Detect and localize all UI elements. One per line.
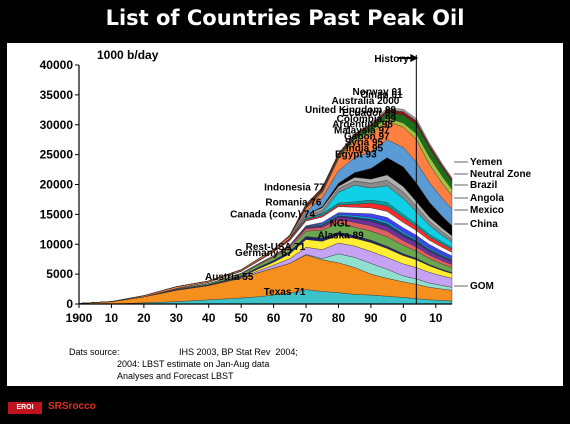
label-canada-conv-74: Canada (conv.) 74: [230, 209, 315, 220]
label-colombia-99: Colombia 99: [337, 114, 397, 125]
label-romania-76: Romania 76: [265, 197, 322, 208]
label-argentina-98: Argentina 98: [332, 120, 393, 131]
x-tick-label: 20: [137, 311, 151, 325]
source-line-3: Analyses and Forecast LBST: [117, 371, 234, 381]
y-tick-label: 25000: [40, 148, 74, 162]
eroi-logo: EROI: [8, 402, 42, 414]
label-texas-71: Texas 71: [264, 287, 306, 298]
label-germany-67: Germany 67: [235, 248, 293, 259]
label-united-kingdom-99: United Kingdom 99: [305, 105, 397, 116]
y-tick-label: 40000: [40, 58, 74, 72]
history-arrow-icon: [398, 54, 419, 62]
right-label-brazil: Brazil: [470, 180, 497, 191]
right-label-neutral-zone: Neutral Zone: [470, 169, 532, 180]
label-austria-55: Austria 55: [205, 272, 254, 283]
y-tick-label: 0: [66, 297, 73, 311]
x-tick-label: 80: [332, 311, 346, 325]
label-gabon-97: Gabon 97: [344, 132, 390, 143]
source-line-2: 2004: LBST estimate on Jan-Aug data: [117, 359, 270, 369]
x-tick-label: 30: [170, 311, 184, 325]
x-tick-label: 1900: [66, 311, 93, 325]
slide-title: List of Countries Past Peak Oil: [105, 6, 465, 30]
label-egypt-93: Egypt 93: [335, 150, 377, 161]
source-line-1: IHS 2003, BP Stat Rev 2004;: [179, 347, 298, 357]
y-tick-label: 30000: [40, 118, 74, 132]
right-label-gom: GOM: [470, 281, 494, 292]
x-tick-label: 70: [299, 311, 313, 325]
chart-panel: 0 5000 10000 15000 20000 25000 30000 35000 40000…: [7, 43, 563, 386]
label-ecuador-99: Ecuador 99: [342, 108, 396, 119]
x-tick-label: 10: [429, 311, 443, 325]
unit-label: 1000 b/day: [97, 48, 159, 62]
y-tick-label: 35000: [40, 88, 74, 102]
label-india-95: India 95: [346, 144, 384, 155]
label-australia-2000: Australia 2000: [332, 96, 400, 107]
right-label-mexico: Mexico: [470, 205, 504, 216]
label-alaska-89: Alaska 89: [318, 230, 365, 241]
y-tick-label: 20000: [40, 178, 74, 192]
label-syria-95: Syria 95: [345, 138, 384, 149]
label-indonesia-77: Indonesia 77: [264, 182, 325, 193]
x-tick-label: 50: [234, 311, 248, 325]
y-tick-label: 15000: [40, 207, 74, 221]
x-tick-label: 40: [202, 311, 216, 325]
label-malaysia-97: Malaysia 97: [334, 126, 390, 137]
x-tick-label: 10: [105, 311, 119, 325]
label-norway-01: Norway 01: [353, 87, 403, 98]
area-series-group: [78, 107, 453, 305]
y-tick-label: 5000: [46, 267, 73, 281]
x-tick-label: 0: [400, 311, 407, 325]
peak-oil-chart: 0 5000 10000 15000 20000 25000 30000 35000 40000…: [40, 48, 532, 325]
area-yemen: [78, 107, 453, 304]
right-label-china: China: [470, 219, 498, 230]
axes-group: 0 5000 10000 15000 20000 25000 30000 35000 40000…: [40, 48, 452, 325]
label-ngl: NGL: [330, 218, 351, 229]
y-tick-label: 10000: [40, 237, 74, 251]
right-label-angola: Angola: [470, 193, 504, 204]
source-label: Dats source:: [69, 347, 120, 357]
right-label-yemen: Yemen: [470, 157, 502, 168]
label-oman-01: Oman 01: [360, 90, 403, 101]
x-tick-label: 90: [364, 311, 378, 325]
label-rest-usa-71: Rest-USA 71: [246, 242, 306, 253]
brand-logo: SRSrocco: [48, 401, 96, 412]
x-tick-label: 60: [267, 311, 281, 325]
history-label: History: [374, 54, 409, 65]
